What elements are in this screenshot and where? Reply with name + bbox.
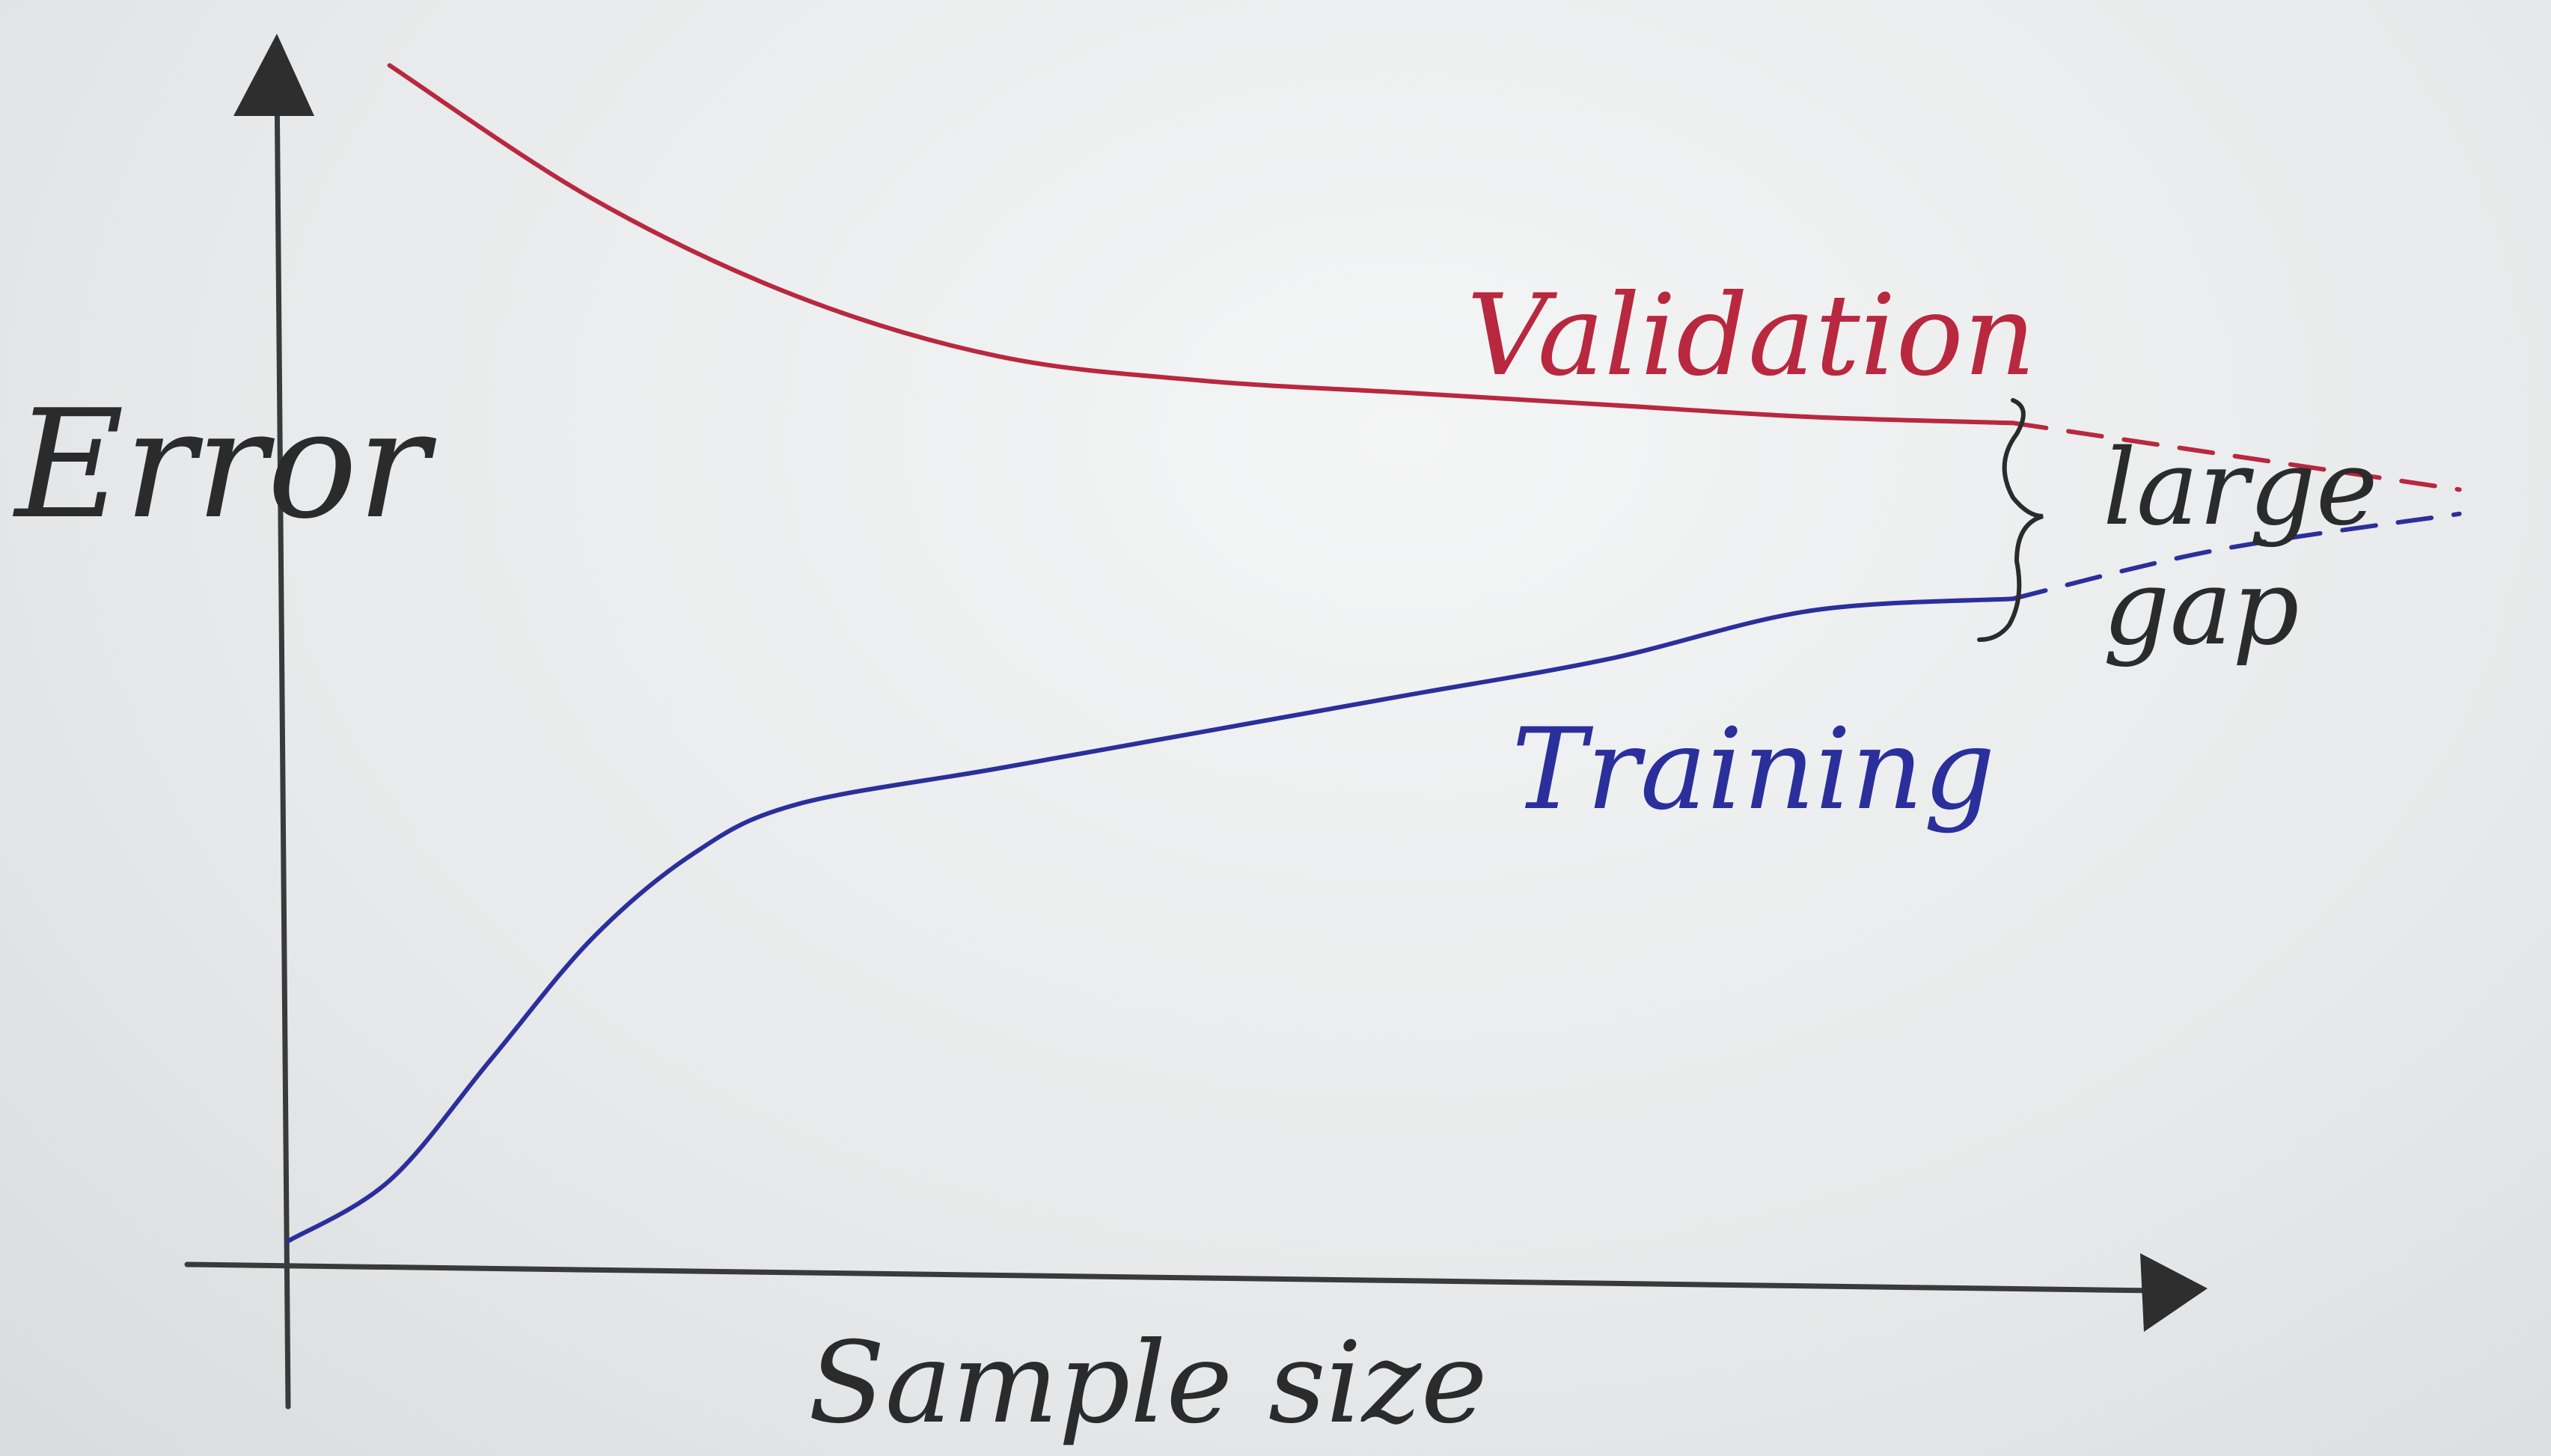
series-label-training: Training	[1512, 705, 1995, 835]
series-extension-validation	[2011, 420, 2462, 492]
annotation-large: large	[2103, 427, 2378, 549]
x-axis-label: Sample size	[808, 1318, 1488, 1449]
gap-brace	[1977, 398, 2044, 642]
annotation-gap: gap	[2103, 547, 2300, 669]
series-line-training	[286, 596, 2015, 1244]
series-label-validation: Validation	[1467, 271, 2036, 401]
x-axis-arrowhead	[2140, 1253, 2208, 1332]
y-axis-arrowhead	[233, 34, 314, 116]
y-axis	[274, 72, 291, 1410]
series-extension-training	[2011, 511, 2462, 602]
y-axis-label: Error	[12, 378, 437, 552]
series-line-validation	[387, 63, 2015, 426]
x-axis	[184, 1261, 2158, 1294]
